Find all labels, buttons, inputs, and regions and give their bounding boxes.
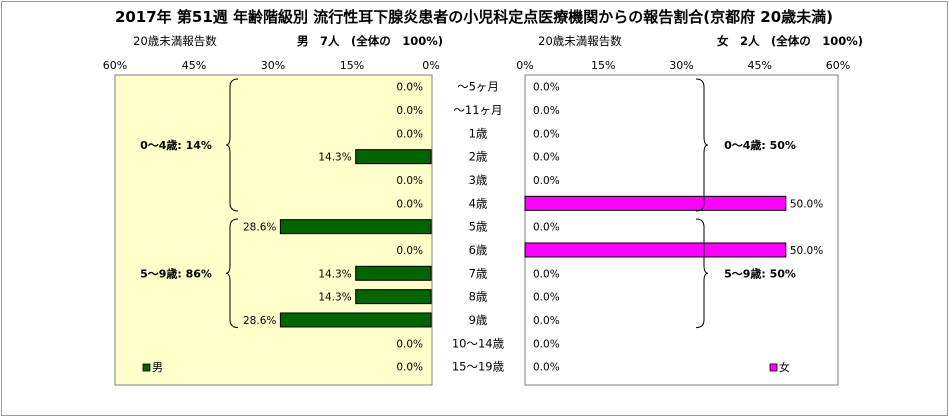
- category-label: ～5ヶ月: [457, 80, 499, 94]
- male-value-label: 14.3%: [318, 292, 351, 304]
- right-tick-label: 30%: [669, 59, 693, 72]
- left-sub-header: 20歳未満報告数: [133, 34, 217, 48]
- female-value-label: 0.0%: [533, 315, 560, 327]
- female-value-label: 50.0%: [790, 198, 823, 210]
- female-value-label: 0.0%: [533, 175, 560, 187]
- right-tick-label: 0%: [516, 59, 533, 72]
- female-bars: [524, 195, 787, 258]
- category-label: 7歳: [469, 266, 488, 280]
- female-value-label: 0.0%: [533, 222, 560, 234]
- female-group-brace: [695, 78, 709, 212]
- male-value-labels: 0.0% 0.0% 0.0% 14.3% 0.0% 0.0% 28.6% 0.0% 14.3% 1…: [243, 82, 423, 374]
- male-legend-swatch: [142, 363, 151, 372]
- category-label: ～11ヶ月: [453, 103, 502, 117]
- male-value-label: 28.6%: [243, 315, 276, 327]
- right-tick-label: 60%: [826, 59, 850, 72]
- male-value-label: 0.0%: [396, 82, 423, 94]
- legends: 男女: [142, 360, 790, 374]
- male-value-label: 0.0%: [396, 105, 423, 117]
- group-braces: 0～4歳: 14% 5～9歳: 86% 0～4歳: 50% 5～9歳: 50%: [140, 78, 796, 329]
- female-group-label: 5～9歳: 50%: [724, 266, 796, 280]
- left-summary: 男 7人 (全体の 100%): [297, 34, 443, 48]
- male-value-label: 14.3%: [318, 268, 351, 280]
- male-value-label: 0.0%: [396, 245, 423, 257]
- male-group-brace: [225, 78, 239, 212]
- female-value-label: 50.0%: [790, 245, 823, 257]
- category-label: 2歳: [469, 150, 488, 164]
- category-label: 3歳: [469, 173, 488, 187]
- category-label: 6歳: [469, 243, 488, 257]
- female-legend-label: 女: [779, 360, 790, 374]
- chart-title: 2017年 第51週 年齢階級別 流行性耳下腺炎患者の小児科定点医療機関からの報…: [115, 8, 833, 26]
- category-label: 9歳: [469, 313, 488, 327]
- left-tick-label: 0%: [422, 59, 439, 72]
- left-tick-label: 15%: [340, 59, 364, 72]
- male-bars: [279, 149, 432, 328]
- male-value-label: 28.6%: [243, 222, 276, 234]
- right-summary: 女 2人 (全体の 100%): [717, 34, 863, 48]
- female-group-brace: [695, 218, 709, 329]
- male-value-label: 0.0%: [396, 198, 423, 210]
- female-legend-swatch: [769, 363, 778, 372]
- male-bar: [355, 289, 432, 305]
- male-bar: [279, 312, 432, 328]
- category-label: 15～19歳: [452, 360, 505, 374]
- category-label: 10～14歳: [452, 336, 505, 350]
- female-group-label: 0～4歳: 50%: [724, 138, 796, 152]
- left-tick-label: 30%: [261, 59, 285, 72]
- male-value-label: 0.0%: [396, 175, 423, 187]
- category-label: 8歳: [469, 290, 488, 304]
- female-value-label: 0.0%: [533, 292, 560, 304]
- female-value-labels: 0.0% 0.0% 0.0% 0.0% 0.0% 50.0% 0.0% 50.0% 0.0% 0.…: [533, 82, 823, 374]
- male-bar: [355, 265, 432, 281]
- male-value-label: 14.3%: [318, 152, 351, 164]
- right-sub-header: 20歳未満報告数: [538, 34, 622, 48]
- male-value-label: 0.0%: [396, 128, 423, 140]
- male-value-label: 0.0%: [396, 362, 423, 374]
- male-group-label: 0～4歳: 14%: [140, 138, 212, 152]
- female-value-label: 0.0%: [533, 338, 560, 350]
- female-value-label: 0.0%: [533, 362, 560, 374]
- female-bar: [524, 195, 787, 211]
- female-value-label: 0.0%: [533, 268, 560, 280]
- right-axis-ticks: 0% 15% 30% 45% 60%: [516, 59, 850, 72]
- category-labels: ～5ヶ月 ～11ヶ月 1歳 2歳 3歳 4歳 5歳 6歳 7歳 8歳 9歳 10～14歳 15～19歳: [452, 80, 505, 374]
- male-group-label: 5～9歳: 86%: [140, 266, 212, 280]
- right-tick-label: 15%: [591, 59, 615, 72]
- male-bar: [355, 149, 432, 165]
- right-tick-label: 45%: [748, 59, 772, 72]
- category-label: 1歳: [469, 126, 488, 140]
- right-plot-area: [524, 74, 839, 386]
- female-bar: [524, 242, 787, 258]
- female-value-label: 0.0%: [533, 105, 560, 117]
- male-legend-label: 男: [152, 361, 163, 374]
- category-label: 5歳: [469, 220, 488, 234]
- male-value-label: 0.0%: [396, 338, 423, 350]
- left-tick-label: 60%: [103, 59, 127, 72]
- left-tick-label: 45%: [182, 59, 206, 72]
- female-value-label: 0.0%: [533, 128, 560, 140]
- male-bar: [279, 219, 432, 235]
- category-label: 4歳: [469, 196, 488, 210]
- left-axis-ticks: 60% 45% 30% 15% 0%: [103, 59, 440, 72]
- male-group-brace: [225, 218, 239, 329]
- female-value-label: 0.0%: [533, 152, 560, 164]
- female-value-label: 0.0%: [533, 82, 560, 94]
